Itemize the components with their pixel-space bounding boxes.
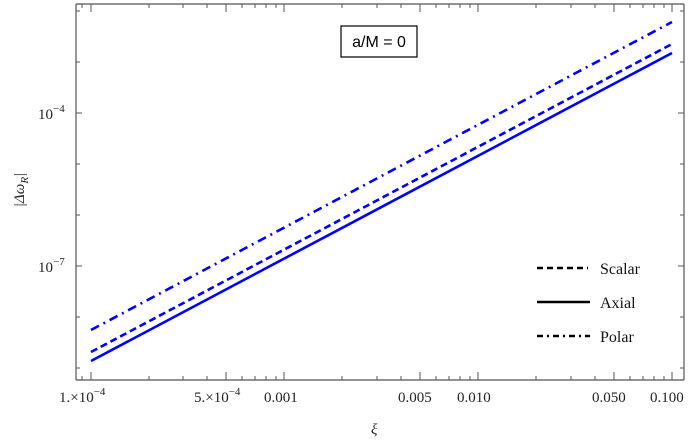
series-axial-line [90, 51, 673, 363]
legend-label-axial: Axial [600, 295, 636, 312]
x-tick-label: 0.100 [650, 390, 684, 406]
y-tick-label: 10−7 [38, 256, 65, 276]
x-tick-label: 5.×10−4 [194, 386, 241, 406]
x-axis-title: ξ [371, 422, 378, 438]
annotation-text: a/M = 0 [352, 34, 406, 51]
series-scalar-line [90, 42, 673, 354]
x-tick-label: 0.010 [457, 390, 491, 406]
series-group [90, 20, 673, 363]
x-tick-label: 1.×10−4 [59, 386, 106, 406]
y-axis-ticks [76, 10, 684, 369]
legend: Scalar Axial Polar [537, 261, 641, 346]
x-axis-ticks-top [81, 4, 673, 12]
legend-label-scalar: Scalar [600, 261, 641, 278]
x-tick-label: 0.050 [592, 390, 626, 406]
x-tick-label: 0.001 [264, 390, 298, 406]
legend-label-polar: Polar [600, 329, 634, 346]
y-axis-title: |ΔωR| [12, 173, 31, 207]
x-tick-labels: 1.×10−4 5.×10−4 0.001 0.005 0.010 0.050 … [59, 386, 684, 406]
x-axis-ticks [81, 372, 673, 380]
annotation-box: a/M = 0 [340, 25, 418, 58]
plot-frame [75, 3, 685, 381]
series-polar-line [90, 20, 673, 332]
y-tick-label: 10−4 [38, 103, 65, 123]
y-tick-labels: 10−4 10−7 [38, 103, 65, 276]
x-tick-label: 0.005 [398, 390, 432, 406]
